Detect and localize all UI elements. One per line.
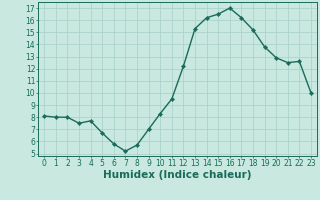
X-axis label: Humidex (Indice chaleur): Humidex (Indice chaleur) (103, 170, 252, 180)
